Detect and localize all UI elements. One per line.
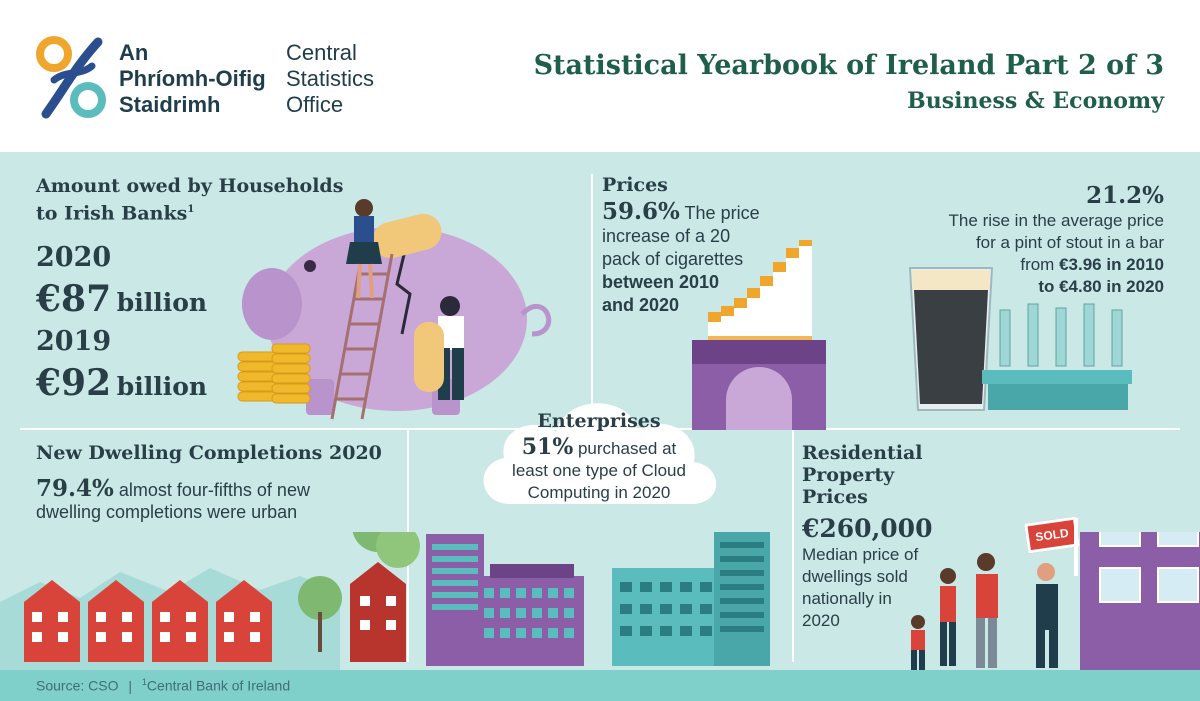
logo-line-2: Phríomh-Oifig: [119, 66, 266, 91]
stout-text-3b: €3.96 in 2010: [1059, 255, 1164, 274]
pint-and-taps-icon: [908, 267, 1132, 411]
logo-line-3: Staidrimh: [119, 92, 221, 117]
households-heading: Amount owed by Households to Irish Banks…: [36, 174, 343, 225]
logo-english-name: Central Statistics Office: [286, 40, 374, 118]
logo-irish-name: An Phríomh-Oifig Staidrimh: [119, 40, 266, 118]
stout-text-3a: from: [1020, 255, 1060, 274]
households-amount-2019: €92 billion: [36, 362, 207, 404]
note-text: Central Bank of Ireland: [146, 677, 291, 694]
page-title: Statistical Yearbook of Ireland Part 2 o…: [533, 50, 1164, 81]
cigarette-pack-icon: [692, 240, 826, 430]
cloud-icon: [483, 403, 717, 504]
cigarettes-text-4: between 2010: [602, 272, 720, 292]
enterprises-heading: Enterprises: [537, 410, 661, 432]
footer-source: Source: CSO | 1Central Bank of Ireland: [36, 677, 290, 694]
divider-vertical-top: [591, 174, 593, 426]
dwellings-heading: New Dwelling Completions 2020: [36, 442, 382, 464]
property-stat: Median price of dwellings sold nationall…: [802, 544, 918, 632]
town-scenery-illustration: [0, 532, 1200, 701]
cigarettes-text-2: increase of a 20: [602, 226, 731, 246]
cso-logo-icon: [36, 36, 106, 119]
page-subtitle: Business & Economy: [907, 88, 1164, 114]
logo-line-1: An: [119, 40, 149, 65]
source-text: Source: CSO: [36, 677, 119, 694]
enterprises-text-1: purchased at: [573, 439, 677, 458]
households-year-2020: 2020: [36, 242, 112, 273]
logo-en-line-1: Central: [286, 40, 357, 65]
cigarettes-text-5: and 2020: [602, 295, 680, 315]
dwellings-stat: 79.4% almost four-fifths of new dwelling…: [36, 475, 310, 523]
property-heading-line-2: Property: [802, 464, 895, 486]
property-heading: Residential Property Prices: [802, 442, 923, 508]
property-text-1: Median price of: [802, 545, 919, 564]
dwellings-text-1: almost four-fifths of new: [113, 480, 310, 500]
property-text-3: nationally in: [802, 589, 892, 608]
enterprises-text-2: least one type of Cloud: [512, 461, 686, 480]
households-heading-line-1: Amount owed by Households: [36, 175, 344, 197]
cigarettes-text-3: pack of cigarettes: [602, 249, 744, 269]
divider-vertical-right: [792, 430, 794, 662]
stout-percent: 21.2%: [1086, 182, 1164, 209]
amount-2020: €87: [36, 278, 112, 320]
logo-en-line-3: Office: [286, 92, 344, 117]
property-text-2: dwellings sold: [802, 567, 908, 586]
enterprises-percent: 51%: [521, 434, 574, 460]
prices-heading: Prices: [602, 174, 668, 196]
piggy-bank-illustration: [237, 199, 552, 420]
source-separator: |: [128, 677, 133, 694]
main-panel: Amount owed by Households to Irish Banks…: [0, 152, 1200, 701]
households-amount-2020: €87 billion: [36, 278, 207, 320]
stout-text-4: to €4.80 in 2020: [1038, 277, 1164, 296]
property-heading-line-1: Residential: [802, 442, 923, 464]
logo-en-line-2: Statistics: [286, 66, 375, 91]
households-heading-line-2: to Irish Banks: [36, 202, 188, 225]
property-amount: €260,000: [802, 514, 933, 543]
enterprises-stat: 51% purchased at least one type of Cloud…: [470, 436, 728, 504]
dwellings-text-2: dwelling completions were urban: [36, 502, 298, 522]
dwellings-percent: 79.4%: [36, 475, 114, 502]
property-heading-line-3: Prices: [802, 486, 868, 508]
households-year-2019: 2019: [36, 326, 112, 357]
cigarettes-percent: 59.6%: [602, 198, 680, 225]
sold-sign-post: [1074, 518, 1078, 576]
unit-2019: billion: [116, 372, 208, 401]
footnote-mark: 1: [187, 204, 195, 215]
stout-text-1: The rise in the average price: [948, 211, 1164, 230]
cigarettes-text-1: The price: [679, 203, 760, 223]
stout-stat: The rise in the average price for a pint…: [949, 210, 1164, 298]
property-text-4: 2020: [802, 611, 840, 630]
enterprises-text-3: Computing in 2020: [527, 483, 671, 502]
header: An Phríomh-Oifig Staidrimh Central Stati…: [0, 0, 1200, 152]
unit-2020: billion: [116, 288, 208, 317]
note-mark: 1: [141, 677, 147, 687]
stout-text-2: for a pint of stout in a bar: [975, 233, 1164, 252]
cigarettes-stat: 59.6% The price increase of a 20 pack of…: [602, 200, 792, 317]
amount-2019: €92: [36, 362, 112, 404]
